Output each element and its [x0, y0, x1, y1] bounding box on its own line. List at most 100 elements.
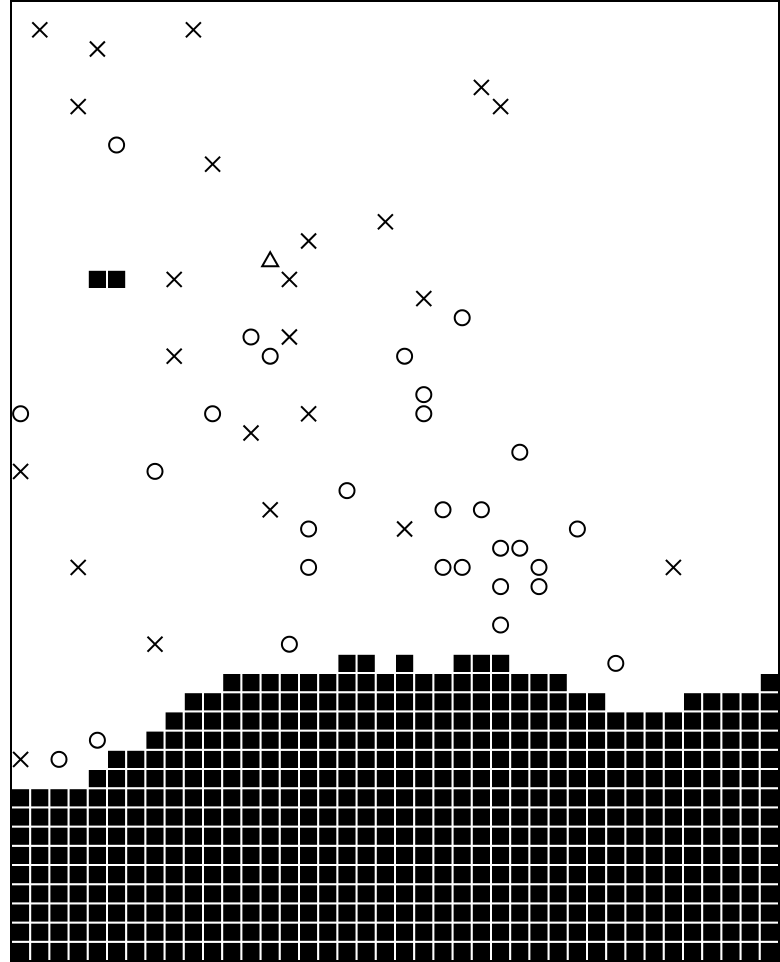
terrain-block — [624, 748, 646, 770]
terrain-block — [374, 902, 396, 924]
terrain-block — [336, 672, 358, 694]
terrain-block — [509, 883, 531, 905]
x-marker-icon — [242, 424, 260, 442]
terrain-block — [29, 902, 51, 924]
terrain-block — [259, 748, 281, 770]
terrain-block — [221, 787, 243, 809]
terrain-block — [10, 806, 32, 828]
terrain-block — [29, 940, 51, 962]
terrain-block — [720, 729, 742, 751]
terrain-block — [48, 844, 70, 866]
terrain-block — [720, 748, 742, 770]
terrain-block — [317, 748, 339, 770]
terrain-block — [259, 787, 281, 809]
terrain-block — [106, 768, 128, 790]
circle-marker-icon — [415, 405, 433, 423]
terrain-block — [125, 940, 147, 962]
terrain-block — [662, 940, 684, 962]
terrain-block — [202, 806, 224, 828]
terrain-block — [682, 768, 704, 790]
terrain-block — [182, 710, 205, 732]
terrain-block — [547, 787, 569, 809]
terrain-block — [278, 691, 300, 713]
x-marker-icon — [12, 463, 29, 480]
terrain-block — [317, 902, 339, 924]
terrain-block — [240, 672, 262, 694]
terrain-block — [163, 729, 185, 751]
terrain-block — [739, 844, 761, 866]
terrain-block — [278, 768, 300, 790]
terrain-block — [547, 748, 569, 770]
terrain-block — [509, 940, 531, 962]
terrain-block — [86, 883, 109, 905]
terrain-block — [29, 787, 51, 809]
terrain-block — [624, 844, 646, 866]
terrain-block — [125, 921, 147, 943]
terrain-block — [336, 748, 358, 770]
terrain-block — [240, 768, 262, 790]
terrain-block — [259, 921, 281, 943]
terrain-block — [528, 748, 550, 770]
terrain-block — [374, 787, 396, 809]
terrain-block — [298, 940, 320, 962]
terrain-block — [758, 729, 780, 751]
terrain-block — [67, 921, 89, 943]
terrain-block — [163, 768, 185, 790]
terrain-block — [490, 921, 512, 943]
terrain-block — [432, 748, 454, 770]
terrain-block — [394, 902, 416, 924]
terrain-block — [547, 921, 569, 943]
circle-marker-icon — [453, 309, 471, 327]
terrain-block — [394, 710, 416, 732]
terrain-block — [701, 902, 723, 924]
terrain-block — [432, 768, 454, 790]
terrain-block — [605, 729, 627, 751]
terrain-block — [298, 921, 320, 943]
terrain-block — [528, 710, 550, 732]
terrain-block — [182, 691, 205, 713]
terrain-block — [490, 748, 512, 770]
terrain-block — [643, 729, 665, 751]
terrain-block — [490, 806, 512, 828]
terrain-block — [221, 768, 243, 790]
terrain-block — [144, 883, 166, 905]
terrain-block — [394, 748, 416, 770]
terrain-block — [374, 748, 396, 770]
terrain-block — [528, 921, 550, 943]
circle-marker-icon — [511, 443, 529, 461]
terrain-block — [490, 691, 512, 713]
terrain-block — [278, 806, 300, 828]
terrain-block — [566, 729, 588, 751]
terrain-block — [566, 748, 588, 770]
terrain-block — [720, 768, 742, 790]
terrain-block — [701, 921, 723, 943]
x-marker-icon — [69, 98, 87, 115]
terrain-block — [394, 729, 416, 751]
terrain-block — [528, 902, 550, 924]
terrain-block — [739, 787, 761, 809]
terrain-block — [470, 710, 492, 732]
terrain-block — [682, 844, 704, 866]
terrain-block — [394, 787, 416, 809]
terrain-block — [86, 902, 109, 924]
terrain-block — [605, 748, 627, 770]
terrain-block — [547, 691, 569, 713]
terrain-block — [202, 729, 224, 751]
terrain-block — [701, 710, 723, 732]
terrain-block — [10, 825, 32, 847]
terrain-block — [202, 691, 224, 713]
x-marker-icon — [204, 155, 221, 173]
terrain-block — [566, 825, 588, 847]
terrain-block — [394, 883, 416, 905]
terrain-block — [221, 921, 243, 943]
circle-marker-icon — [396, 347, 414, 365]
circle-marker-icon — [204, 405, 222, 423]
terrain-block — [509, 710, 531, 732]
terrain-block — [413, 940, 435, 962]
terrain-block — [682, 729, 704, 751]
terrain-block — [336, 825, 358, 847]
terrain-block — [413, 729, 435, 751]
raised-block — [470, 652, 492, 674]
